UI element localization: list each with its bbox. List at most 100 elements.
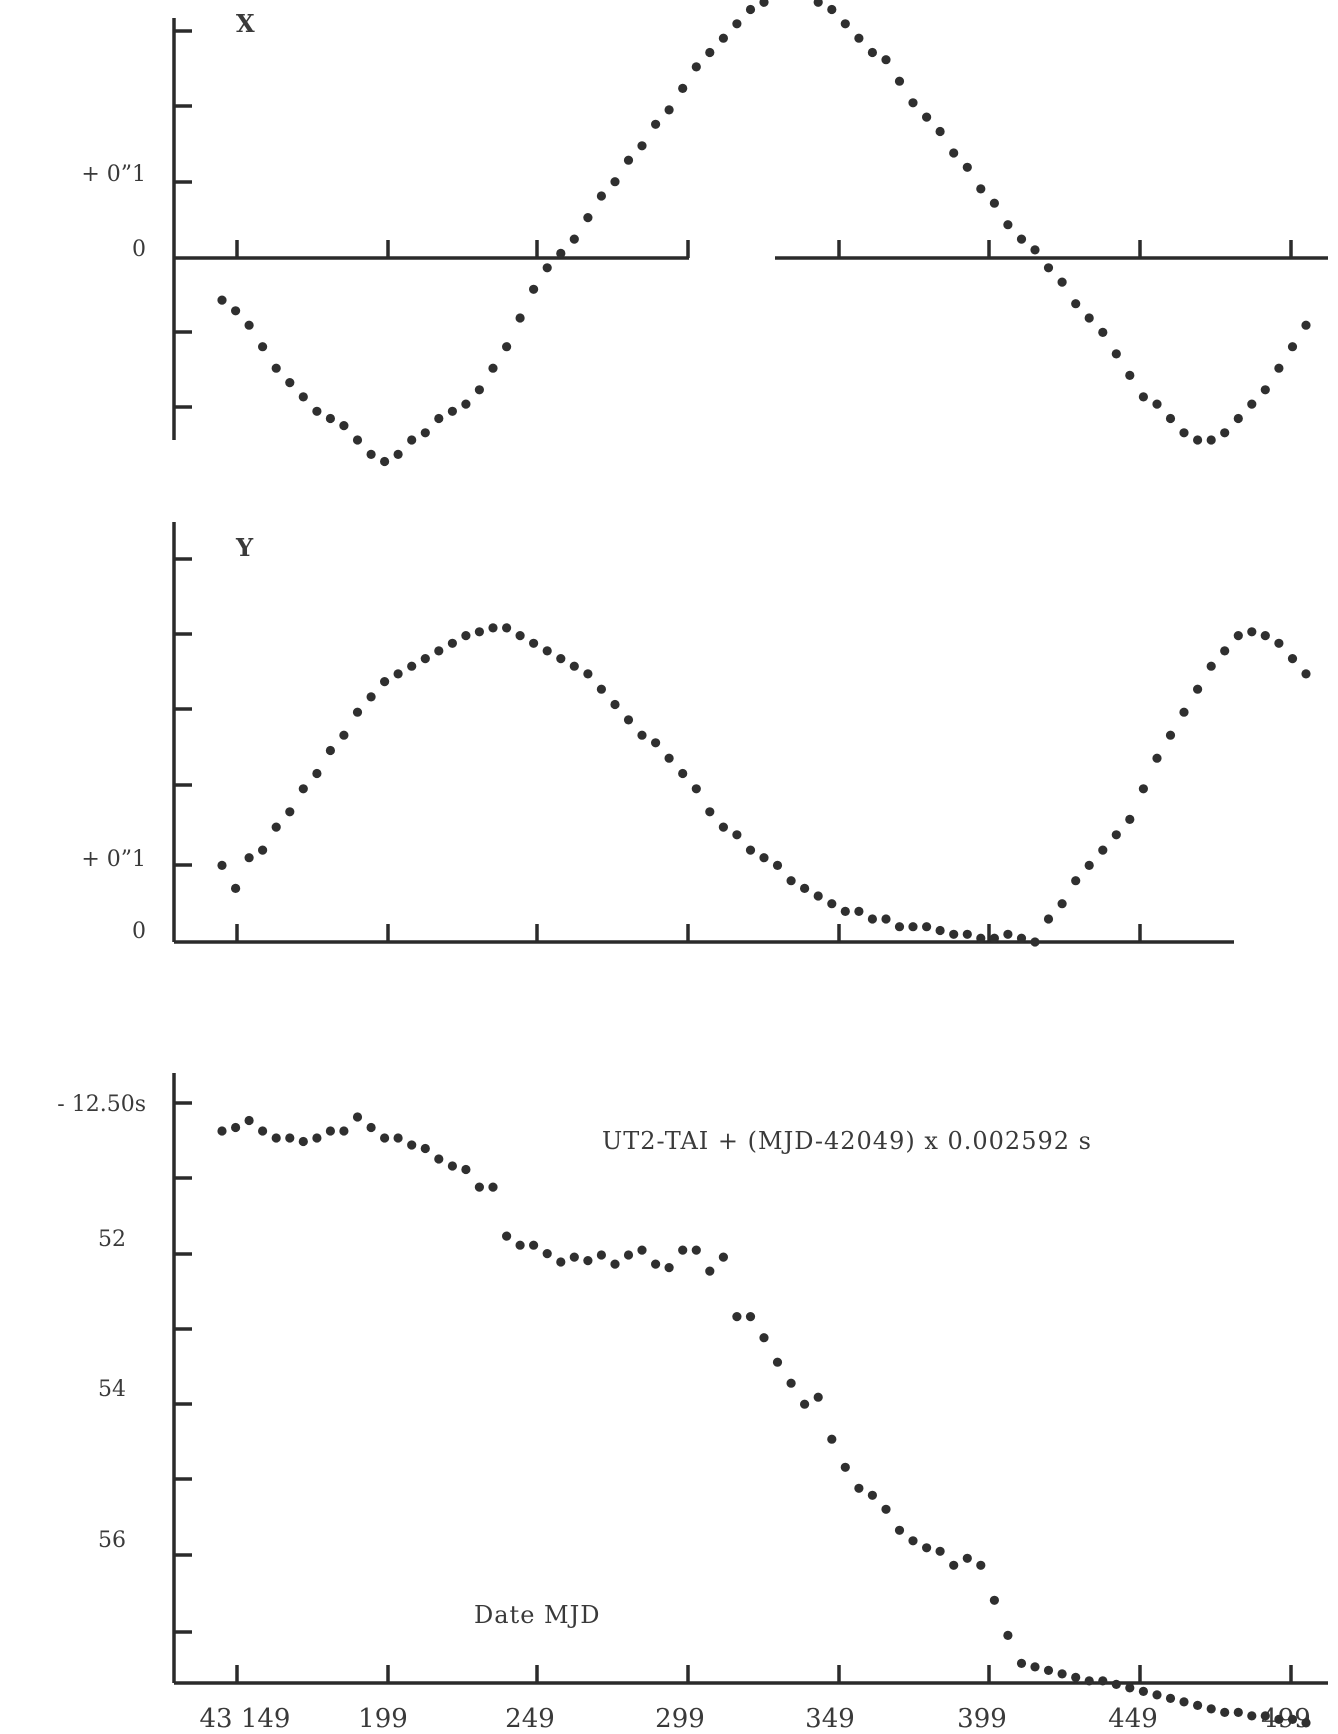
panel-x-point bbox=[488, 363, 498, 373]
panel-ut2-y-ticks bbox=[174, 1101, 192, 1634]
panel-x-point bbox=[1233, 413, 1243, 424]
panel-ut2-point bbox=[407, 1140, 417, 1150]
panel-y-point bbox=[786, 876, 796, 886]
panel-y-point bbox=[312, 768, 322, 779]
panel-ut2-xtick-label: 43 149 bbox=[200, 1704, 291, 1734]
panel-ut2-point bbox=[962, 1553, 972, 1563]
panel-y-point bbox=[1084, 860, 1094, 871]
panel-ut2-point bbox=[759, 1333, 769, 1343]
panel-y-point bbox=[637, 730, 647, 740]
panel-x-point bbox=[1206, 435, 1216, 445]
panel-x-point bbox=[339, 421, 349, 431]
panel-x-point bbox=[962, 162, 972, 172]
panel-x-point bbox=[312, 406, 322, 416]
panel-ut2-point bbox=[1016, 1658, 1027, 1668]
panel-ut2-point bbox=[935, 1546, 945, 1556]
panel-ut2-point bbox=[1179, 1697, 1189, 1707]
panel-x-point bbox=[691, 62, 701, 72]
panel-ut2-xtick-label: 299 bbox=[655, 1704, 705, 1734]
panel-ut2-annotation: UT2-TAI + (MJD-42049) x 0.002592 s bbox=[602, 1127, 1092, 1155]
panel-y-point bbox=[488, 623, 498, 633]
panel-ut2-point bbox=[1003, 1630, 1013, 1640]
panel-y-point bbox=[339, 730, 349, 740]
panel-x-point bbox=[1003, 220, 1013, 230]
panel-x-point bbox=[474, 385, 484, 395]
panel-y-point bbox=[1179, 707, 1189, 717]
panel-ut2-point bbox=[569, 1252, 579, 1262]
panel-y: Y + 0”1 0 bbox=[81, 522, 1311, 947]
panel-x-point bbox=[352, 435, 363, 445]
panel-y-x-ticks bbox=[235, 924, 1142, 942]
panel-y-point bbox=[583, 669, 593, 679]
panel-x-point bbox=[583, 213, 593, 223]
panel-x-point bbox=[1165, 413, 1176, 424]
panel-y-point bbox=[285, 807, 295, 817]
panel-ut2-point bbox=[800, 1399, 810, 1409]
panel-x-point bbox=[542, 263, 552, 273]
panel-ut2-point bbox=[312, 1133, 322, 1143]
panel-y-point bbox=[1071, 876, 1081, 886]
panel-x-point bbox=[1138, 392, 1148, 402]
panel-ut2-point bbox=[217, 1126, 227, 1136]
panel-x-point bbox=[705, 47, 715, 58]
panel-ut2-point bbox=[447, 1161, 457, 1171]
panel-ut2-point bbox=[352, 1112, 363, 1122]
panel-x-point bbox=[1247, 399, 1257, 409]
panel-ut2-point bbox=[623, 1250, 634, 1260]
panel-x-point bbox=[298, 392, 308, 402]
panel-y-point bbox=[1287, 654, 1298, 664]
panel-ut2-point bbox=[1084, 1676, 1094, 1686]
panel-x-point bbox=[1152, 399, 1162, 409]
panel-y-point bbox=[325, 745, 335, 756]
panel-x-point bbox=[1057, 277, 1067, 287]
panel-y-point bbox=[949, 929, 959, 939]
panel-x-point bbox=[285, 378, 295, 388]
panel-x-point bbox=[366, 449, 376, 459]
panel-y-point bbox=[732, 830, 742, 840]
panel-y-point bbox=[231, 883, 241, 894]
panel-ut2-point bbox=[231, 1122, 241, 1133]
panel-ut2-point bbox=[420, 1143, 430, 1154]
panel-x-point bbox=[325, 413, 335, 424]
panel-x-point bbox=[1287, 342, 1298, 352]
panel-y-point bbox=[867, 914, 878, 924]
panel-x-point bbox=[813, 0, 823, 7]
panel-x-point bbox=[569, 234, 579, 244]
panel-y-point bbox=[1165, 730, 1176, 740]
panel-y-point bbox=[1030, 937, 1040, 947]
panel-y-point bbox=[515, 631, 525, 641]
panel-x-point bbox=[610, 177, 620, 187]
panel-y-point bbox=[258, 845, 268, 855]
panel-ut2-point bbox=[461, 1164, 471, 1175]
panel-ut2-xtick-label: 199 bbox=[358, 1704, 408, 1734]
panel-y-point bbox=[366, 692, 376, 702]
panel-y-point bbox=[908, 922, 918, 932]
panel-x-point bbox=[380, 456, 390, 467]
panel-y-point bbox=[407, 661, 417, 671]
panel-ut2-xtick-label: 399 bbox=[957, 1704, 1007, 1734]
panel-ut2-point bbox=[488, 1182, 498, 1192]
panel-y-point bbox=[1003, 929, 1013, 939]
panel-x-point bbox=[678, 83, 688, 93]
panel-ut2-point bbox=[908, 1536, 918, 1546]
panel-y-point bbox=[1098, 845, 1108, 855]
panel-x-point bbox=[1111, 349, 1121, 359]
panel-ut2-point bbox=[380, 1133, 390, 1143]
panel-ut2-xtick-label: 349 bbox=[805, 1704, 855, 1734]
panel-x-y-ticks bbox=[174, 29, 192, 409]
panel-ut2-point bbox=[258, 1126, 268, 1136]
panel-y-point bbox=[1125, 814, 1135, 825]
panel-x-point bbox=[732, 19, 742, 29]
panel-ut2-point bbox=[1206, 1704, 1216, 1714]
panel-ut2-point bbox=[1220, 1707, 1230, 1717]
panel-x-point bbox=[867, 47, 878, 58]
panel-y-points bbox=[217, 623, 1311, 947]
panel-ut2-ytick-label: 56 bbox=[98, 1528, 126, 1553]
panel-ut2-point bbox=[434, 1154, 444, 1164]
panel-x-point bbox=[881, 55, 891, 65]
panel-y-point bbox=[1247, 627, 1257, 637]
panel-y-point bbox=[1152, 753, 1162, 763]
panel-ut2-point bbox=[949, 1560, 959, 1570]
panel-ut2: - 12.50s 52 54 56 UT2-TAI + (MJD-42049) … bbox=[57, 1073, 1328, 1734]
panel-y-point bbox=[298, 784, 308, 794]
